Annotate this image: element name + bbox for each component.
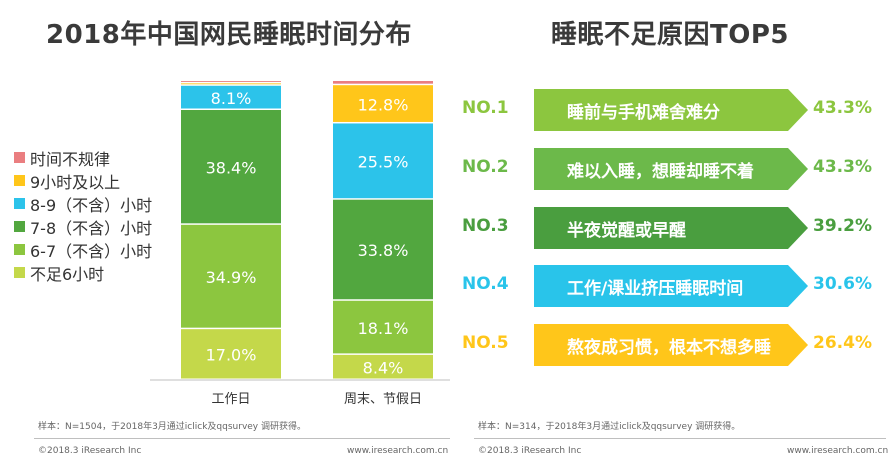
chart-title: 2018年中国网民睡眠时间分布 xyxy=(46,20,412,50)
legend-label: 7-8（不含）小时 xyxy=(30,218,153,238)
rank-number: NO.2 xyxy=(462,157,509,177)
legend-label: 9小时及以上 xyxy=(30,172,121,192)
right-website: www.iresearch.com.cn xyxy=(787,446,889,456)
rank-reason: 半夜觉醒或早醒 xyxy=(567,221,686,241)
legend-swatch xyxy=(14,198,25,209)
bar-segment xyxy=(333,81,433,84)
legend-item: 不足6小时 xyxy=(14,261,152,284)
left-copyright: ©2018.3 iResearch Inc xyxy=(38,446,142,456)
rank-number: NO.4 xyxy=(462,274,509,294)
data-label: 34.9% xyxy=(206,268,257,287)
rank-number: NO.3 xyxy=(462,216,509,236)
bar-segment xyxy=(333,85,433,122)
rank-arrow-banner xyxy=(534,207,808,249)
bar-segment xyxy=(333,354,433,379)
bar-segment xyxy=(181,110,281,224)
bar-segment xyxy=(181,81,281,82)
legend-item: 时间不规律 xyxy=(14,146,152,169)
rank-percentage: 26.4% xyxy=(813,333,872,353)
rank-number: NO.5 xyxy=(462,333,509,353)
legend-swatch xyxy=(14,221,25,232)
left-website: www.iresearch.com.cn xyxy=(347,446,449,456)
left-divider xyxy=(34,438,450,439)
data-label: 8.4% xyxy=(363,358,404,377)
bar-segment xyxy=(333,300,433,354)
legend-item: 8-9（不含）小时 xyxy=(14,192,152,215)
rank-percentage: 39.2% xyxy=(813,216,872,236)
rank-arrow-banner xyxy=(534,265,808,307)
rank-percentage: 43.3% xyxy=(813,98,872,118)
legend-label: 6-7（不含）小时 xyxy=(30,241,153,261)
bar-segment xyxy=(181,224,281,328)
rank-reason: 睡前与手机难舍难分 xyxy=(567,103,720,123)
rank-arrow-banner xyxy=(534,148,808,190)
bar-segment xyxy=(181,329,281,379)
data-label: 8.1% xyxy=(211,89,252,108)
bar-segment xyxy=(181,85,281,109)
right-footnote: 样本：N=314，于2018年3月通过iclick及qqsurvey 调研获得。 xyxy=(478,422,741,432)
ranking-item: NO.4 工作/课业挤压睡眠时间 30.6% xyxy=(462,263,882,309)
legend-label: 时间不规律 xyxy=(30,149,111,169)
left-footnote: 样本：N=1504，于2018年3月通过iclick及qqsurvey 调研获得… xyxy=(38,422,306,432)
legend-label: 8-9（不含）小时 xyxy=(30,195,153,215)
bar-segment xyxy=(333,123,433,199)
data-label: 33.8% xyxy=(358,241,409,260)
legend-item: 6-7（不含）小时 xyxy=(14,238,152,261)
category-label: 周末、节假日 xyxy=(343,392,422,407)
data-label: 38.4% xyxy=(206,158,257,177)
ranking-item: NO.1 睡前与手机难舍难分 43.3% xyxy=(462,87,882,133)
ranking-title: 睡眠不足原因TOP5 xyxy=(551,20,789,50)
legend-swatch xyxy=(14,152,25,163)
legend-swatch xyxy=(14,175,25,186)
legend-item: 9小时及以上 xyxy=(14,169,152,192)
rank-percentage: 43.3% xyxy=(813,157,872,177)
bar-segment xyxy=(333,199,433,300)
ranking-item: NO.3 半夜觉醒或早醒 39.2% xyxy=(462,205,882,251)
ranking-item: NO.2 难以入睡，想睡却睡不着 43.3% xyxy=(462,146,882,192)
legend-swatch xyxy=(14,244,25,255)
rank-arrow-banner xyxy=(534,324,808,366)
data-label: 25.5% xyxy=(358,153,409,172)
rank-arrow-banner xyxy=(534,89,808,131)
rank-reason: 熬夜成习惯，根本不想多睡 xyxy=(567,338,771,358)
rank-number: NO.1 xyxy=(462,98,509,118)
legend-swatch xyxy=(14,267,25,278)
bar-segment xyxy=(181,83,281,85)
data-label: 18.1% xyxy=(358,319,409,338)
chart-legend: 时间不规律 9小时及以上 8-9（不含）小时 7-8（不含）小时 6-7（不含）小时 不足… xyxy=(14,146,152,284)
stacked-bar-chart: 17.0% 34.9% 38.4% 8.1% 8.4% 18.1% 33.8% 25.5% 12… xyxy=(150,81,450,381)
right-copyright: ©2018.3 iResearch Inc xyxy=(478,446,582,456)
legend-label: 不足6小时 xyxy=(30,264,105,284)
ranking-item: NO.5 熬夜成习惯，根本不想多睡 26.4% xyxy=(462,322,882,368)
category-label: 工作日 xyxy=(211,392,251,407)
right-divider xyxy=(474,438,886,439)
data-label: 12.8% xyxy=(358,95,409,114)
rank-reason: 工作/课业挤压睡眠时间 xyxy=(567,279,744,299)
legend-item: 7-8（不含）小时 xyxy=(14,215,152,238)
rank-percentage: 30.6% xyxy=(813,274,872,294)
data-label: 17.0% xyxy=(206,346,257,365)
rank-reason: 难以入睡，想睡却睡不着 xyxy=(567,162,754,182)
